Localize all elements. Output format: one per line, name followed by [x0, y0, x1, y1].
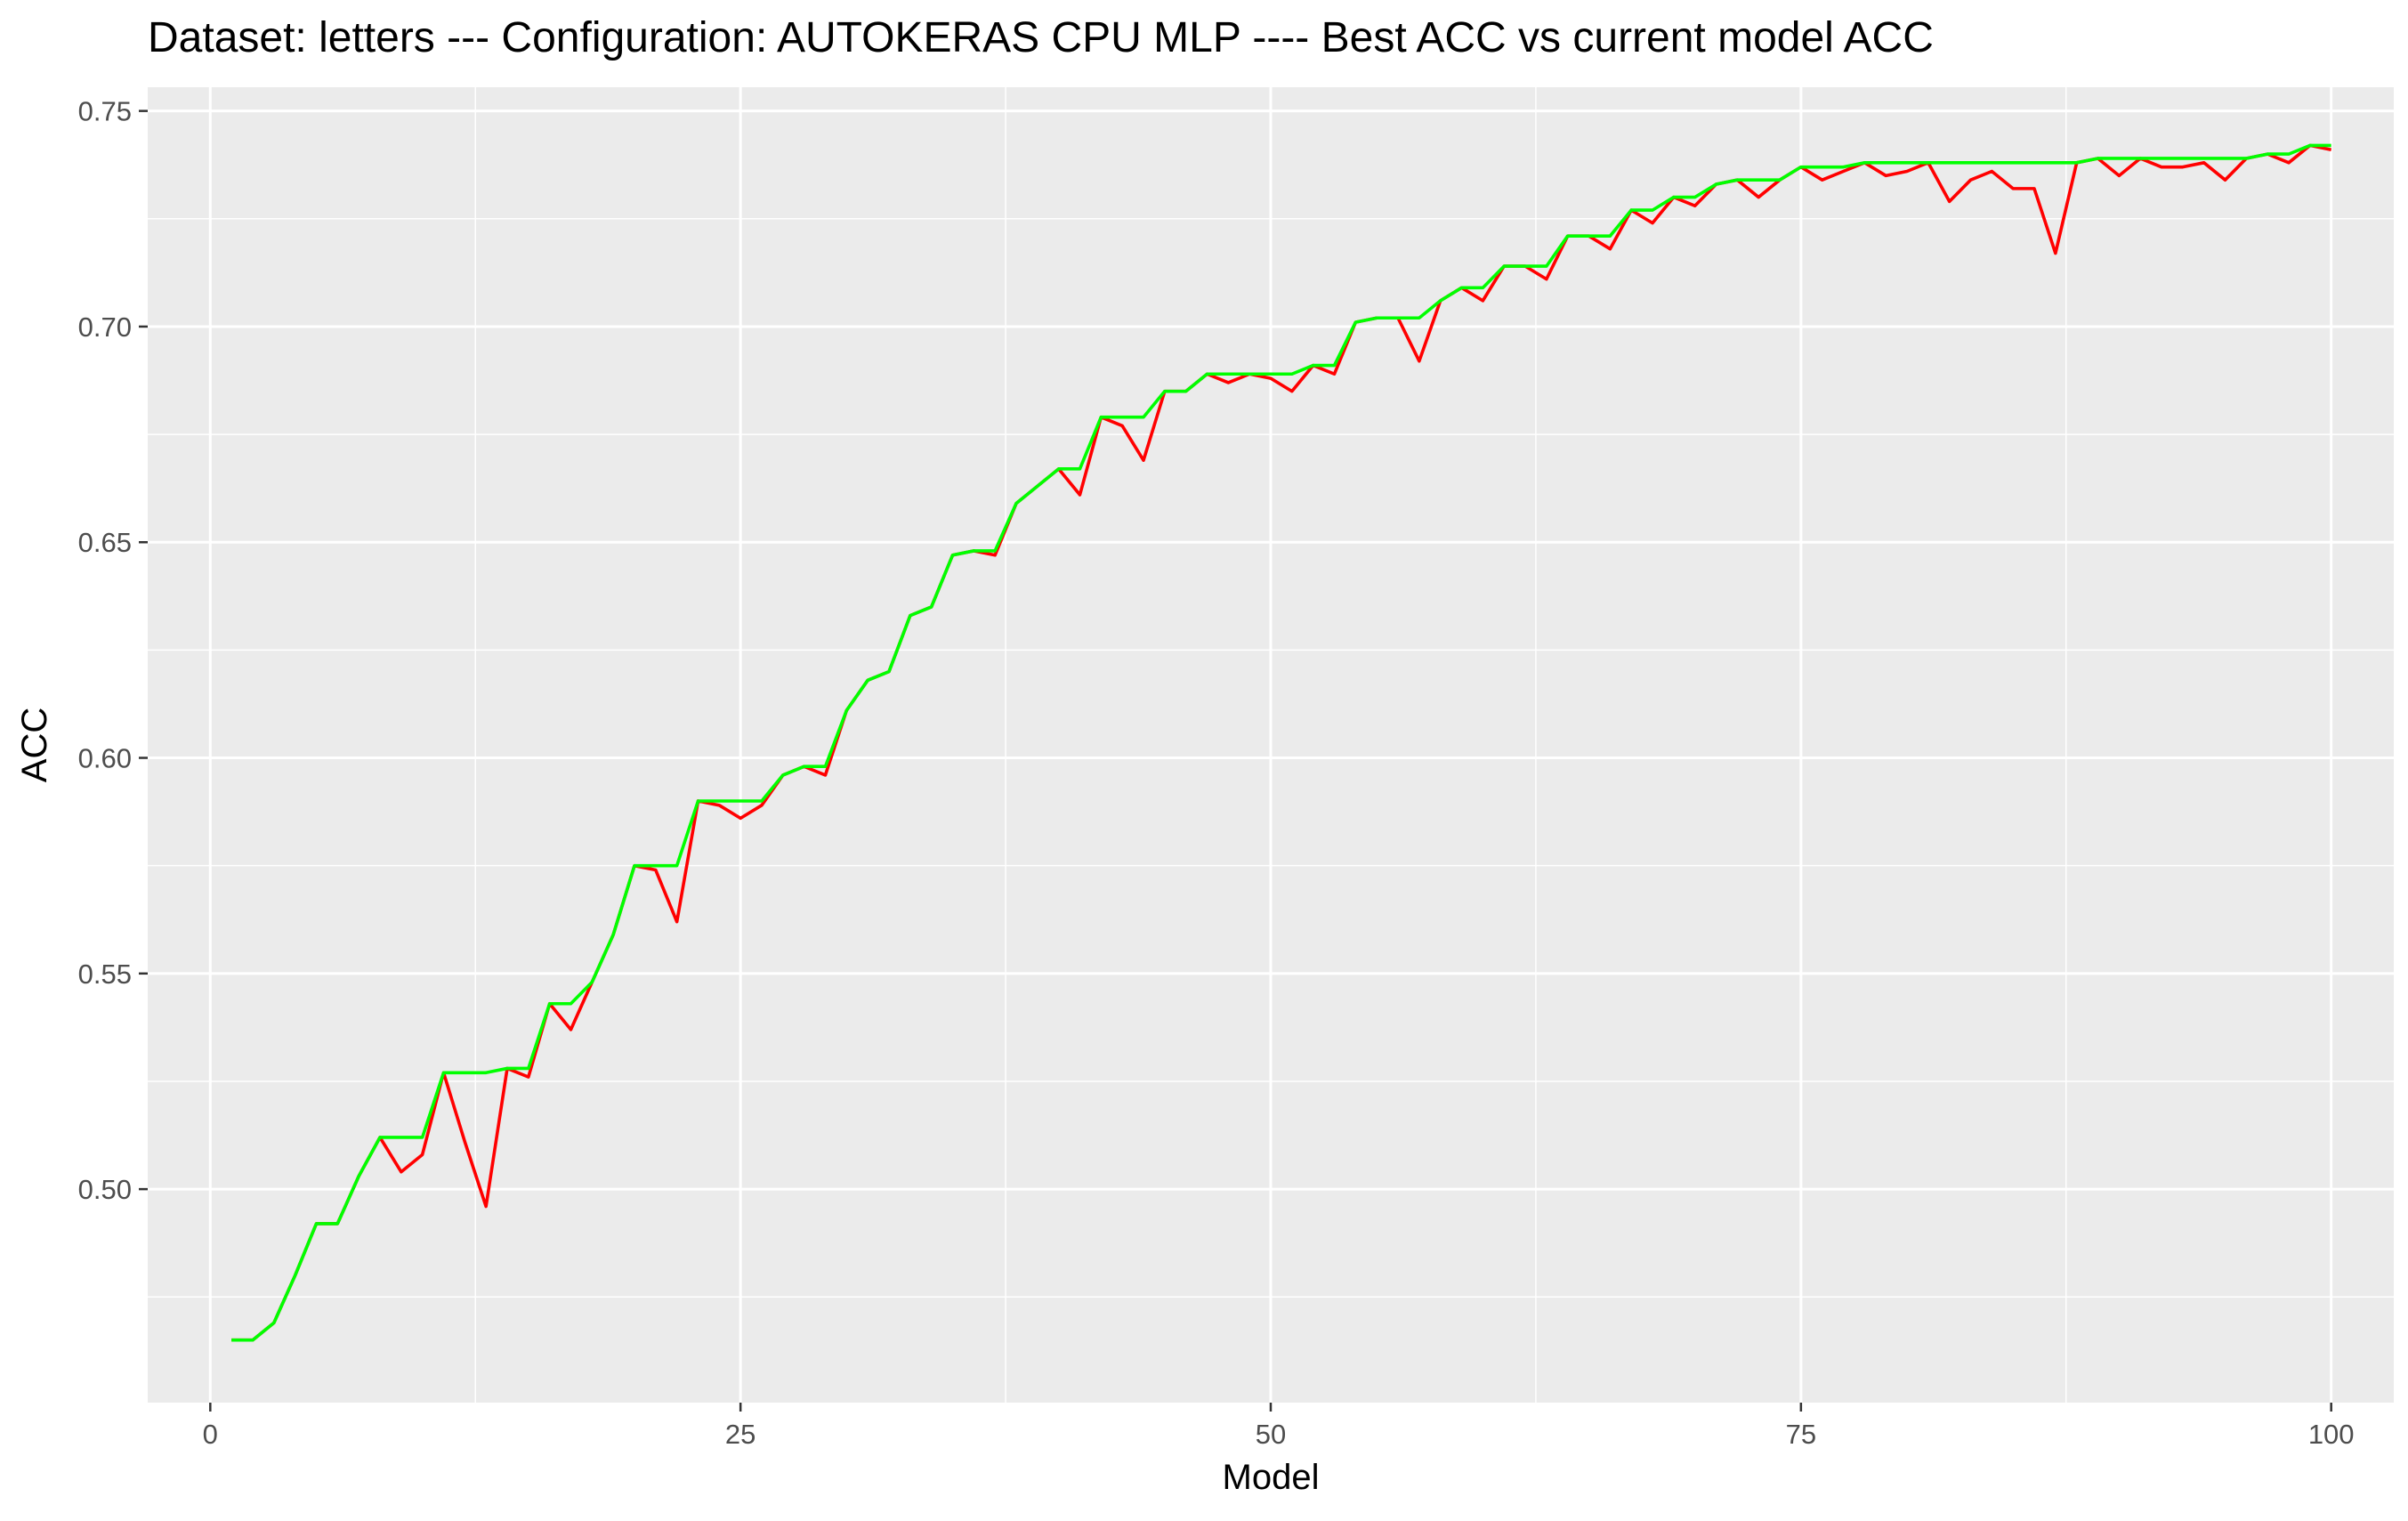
- y-axis: 0.50 0.55 0.60 0.65 0.70 0.75: [78, 96, 148, 1205]
- x-tick-label: 50: [1256, 1419, 1286, 1450]
- x-axis-title: Model: [1223, 1458, 1320, 1497]
- x-tick-label: 25: [725, 1419, 756, 1450]
- y-tick-label: 0.65: [78, 527, 132, 558]
- x-tick-label: 75: [1786, 1419, 1816, 1450]
- x-axis: 0 25 50 75 100: [203, 1403, 2355, 1450]
- series-lines: [231, 143, 2332, 1342]
- y-tick-label: 0.55: [78, 959, 132, 990]
- y-axis-title: ACC: [15, 708, 54, 782]
- y-tick-label: 0.75: [78, 96, 132, 127]
- major-gridlines: [148, 87, 2394, 1403]
- chart-title: Dataset: letters --- Configuration: AUTO…: [148, 14, 1934, 61]
- best-acc-line: [231, 143, 2331, 1342]
- y-tick-label: 0.70: [78, 311, 132, 343]
- y-tick-label: 0.60: [78, 743, 132, 774]
- x-tick-label: 0: [203, 1419, 218, 1450]
- x-tick-label: 100: [2308, 1419, 2355, 1450]
- current-model-acc-line: [231, 143, 2332, 1342]
- y-tick-label: 0.50: [78, 1174, 132, 1205]
